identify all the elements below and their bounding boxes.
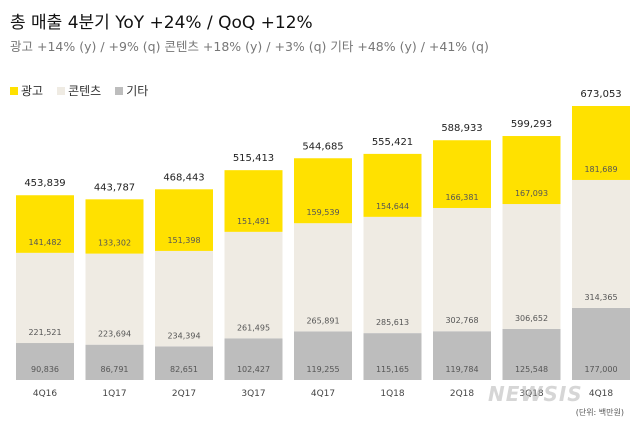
- data-label-content-4Q18: 314,365: [584, 293, 617, 302]
- bar-segment-content-4Q17: [294, 223, 352, 332]
- total-label-3Q17: 515,413: [233, 153, 274, 164]
- bar-segment-ad-1Q18: [363, 153, 422, 217]
- data-label-ad-4Q18: 181,689: [584, 165, 617, 174]
- bar-segment-content-4Q18: [572, 179, 630, 308]
- legend-swatch-other: [115, 86, 124, 95]
- total-label-2Q17: 468,443: [163, 172, 204, 183]
- bar-segment-content-2Q17: [155, 250, 213, 347]
- data-label-other-1Q17: 86,791: [101, 365, 129, 374]
- legend-swatch-content: [57, 86, 66, 95]
- bar-segment-ad-4Q17: [294, 158, 352, 224]
- data-label-content-2Q18: 302,768: [445, 316, 478, 325]
- data-label-content-4Q16: 221,521: [28, 328, 61, 337]
- bar-segment-ad-3Q17: [224, 170, 283, 232]
- bar-segment-other-4Q17: [294, 331, 352, 380]
- bar-segment-other-4Q16: [16, 343, 74, 380]
- x-tick-label-3Q17: 3Q17: [241, 389, 265, 399]
- bar-segment-other-1Q17: [85, 344, 144, 380]
- bar-segment-ad-3Q18: [502, 136, 561, 205]
- data-label-content-2Q17: 234,394: [167, 331, 200, 340]
- bar-segment-other-1Q18: [363, 333, 422, 380]
- legend-item-ad: 광고: [10, 82, 43, 99]
- data-label-content-3Q18: 306,652: [515, 314, 548, 323]
- data-label-other-2Q17: 82,651: [170, 365, 198, 374]
- data-label-ad-1Q18: 154,644: [376, 202, 409, 211]
- data-label-ad-4Q16: 141,482: [28, 238, 61, 247]
- chart-title: 총 매출 4분기 YoY +24% / QoQ +12%: [10, 13, 313, 33]
- data-label-content-1Q17: 223,694: [98, 330, 131, 339]
- data-label-content-4Q17: 265,891: [306, 316, 339, 325]
- x-tick-label-4Q16: 4Q16: [33, 389, 58, 399]
- x-tick-label-3Q18: 3Q18: [519, 389, 544, 399]
- bar-segment-other-2Q17: [155, 346, 213, 380]
- total-label-4Q18: 673,053: [580, 89, 621, 100]
- bar-segment-ad-4Q16: [16, 195, 74, 253]
- x-tick-label-4Q17: 4Q17: [311, 389, 335, 399]
- bar-segment-content-4Q16: [16, 252, 74, 344]
- data-label-ad-2Q17: 151,398: [167, 236, 200, 245]
- data-label-other-2Q18: 119,784: [445, 365, 478, 374]
- x-tick-label-1Q18: 1Q18: [380, 389, 405, 399]
- data-label-other-4Q17: 119,255: [306, 365, 339, 374]
- data-label-content-1Q18: 285,613: [376, 318, 409, 327]
- data-label-other-3Q17: 102,427: [237, 365, 270, 374]
- legend-item-content: 콘텐츠: [57, 82, 101, 99]
- chart-subtitle: 광고 +14% (y) / +9% (q) 콘텐츠 +18% (y) / +3%…: [10, 39, 489, 54]
- data-label-ad-4Q17: 159,539: [306, 208, 339, 217]
- total-label-4Q16: 453,839: [24, 178, 65, 189]
- bar-segment-other-2Q18: [433, 331, 491, 380]
- unit-note: (단위: 백만원): [575, 408, 624, 417]
- legend-label-content: 콘텐츠: [68, 84, 102, 98]
- x-tick-label-4Q18: 4Q18: [589, 389, 614, 399]
- data-label-ad-1Q17: 133,302: [98, 239, 131, 248]
- bar-segment-content-3Q17: [224, 231, 283, 339]
- x-tick-label-1Q17: 1Q17: [102, 389, 126, 399]
- total-label-1Q18: 555,421: [372, 137, 413, 148]
- data-label-ad-3Q18: 167,093: [515, 189, 548, 198]
- data-label-other-4Q16: 90,836: [31, 365, 59, 374]
- data-label-other-3Q18: 125,548: [515, 365, 548, 374]
- bar-segment-ad-4Q18: [572, 105, 630, 180]
- legend-label-other: 기타: [126, 84, 149, 98]
- data-label-other-1Q18: 115,165: [376, 365, 409, 374]
- bar-segment-content-3Q18: [502, 204, 561, 329]
- bar-segment-ad-2Q18: [433, 140, 491, 208]
- legend-label-ad: 광고: [21, 84, 44, 98]
- bar-segment-other-3Q18: [502, 328, 561, 380]
- newsis-watermark: NEWSIS: [488, 382, 583, 406]
- bar-segment-content-1Q17: [85, 253, 144, 345]
- total-label-2Q18: 588,933: [441, 123, 482, 134]
- bar-segment-content-2Q18: [433, 207, 491, 332]
- total-label-4Q17: 544,685: [302, 141, 343, 152]
- data-label-ad-3Q17: 151,491: [237, 217, 270, 226]
- legend: 광고 콘텐츠 기타: [10, 82, 148, 99]
- data-label-ad-2Q18: 166,381: [445, 193, 478, 202]
- legend-swatch-ad: [10, 86, 18, 95]
- bar-segment-other-4Q18: [572, 307, 630, 380]
- legend-item-other: 기타: [115, 82, 148, 99]
- data-label-content-3Q17: 261,495: [237, 323, 270, 332]
- bar-segment-ad-1Q17: [85, 199, 144, 254]
- data-label-other-4Q18: 177,000: [584, 365, 617, 374]
- x-tick-label-2Q18: 2Q18: [450, 389, 475, 399]
- x-tick-label-2Q17: 2Q17: [172, 389, 196, 399]
- bar-segment-content-1Q18: [363, 216, 422, 334]
- total-label-3Q18: 599,293: [511, 119, 552, 130]
- bar-segment-ad-2Q17: [155, 189, 213, 251]
- bar-segment-other-3Q17: [224, 338, 283, 380]
- total-label-1Q17: 443,787: [94, 182, 135, 193]
